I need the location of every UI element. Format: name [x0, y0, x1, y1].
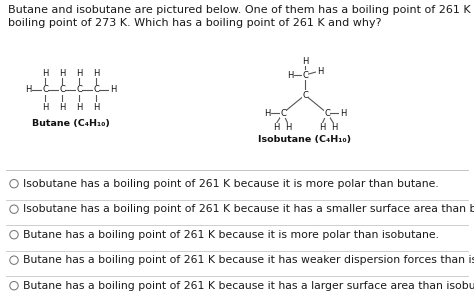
Text: C: C — [42, 85, 48, 94]
Text: H: H — [287, 70, 293, 80]
Text: Butane and isobutane are pictured below. One of them has a boiling point of 261 : Butane and isobutane are pictured below.… — [8, 5, 474, 15]
Text: H: H — [319, 124, 325, 133]
Text: Butane has a boiling point of 261 K because it has a larger surface area than is: Butane has a boiling point of 261 K beca… — [23, 281, 474, 291]
Text: C: C — [280, 109, 286, 118]
Text: C: C — [93, 85, 99, 94]
Text: H: H — [302, 56, 308, 65]
Text: H: H — [340, 109, 346, 118]
Text: C: C — [302, 70, 308, 80]
Text: Butane has a boiling point of 261 K because it has weaker dispersion forces than: Butane has a boiling point of 261 K beca… — [23, 255, 474, 265]
Text: Isobutane has a boiling point of 261 K because it is more polar than butane.: Isobutane has a boiling point of 261 K b… — [23, 179, 439, 189]
Text: Butane has a boiling point of 261 K because it is more polar than isobutane.: Butane has a boiling point of 261 K beca… — [23, 230, 439, 240]
Text: Isobutane (C₄H₁₀): Isobutane (C₄H₁₀) — [258, 135, 352, 144]
Text: H: H — [93, 68, 99, 77]
Text: H: H — [76, 68, 82, 77]
Text: H: H — [42, 68, 48, 77]
Text: H: H — [110, 85, 116, 94]
Text: H: H — [42, 103, 48, 112]
Text: H: H — [273, 124, 279, 133]
Text: H: H — [59, 68, 65, 77]
Text: H: H — [76, 103, 82, 112]
Text: C: C — [59, 85, 65, 94]
Text: boiling point of 273 K. Which has a boiling point of 261 K and why?: boiling point of 273 K. Which has a boil… — [8, 18, 382, 28]
Text: H: H — [264, 109, 270, 118]
Text: H: H — [93, 103, 99, 112]
Text: H: H — [317, 67, 323, 76]
Text: Butane (C₄H₁₀): Butane (C₄H₁₀) — [32, 119, 109, 128]
Text: C: C — [302, 91, 308, 100]
Text: H: H — [285, 124, 291, 133]
Text: H: H — [25, 85, 31, 94]
Text: C: C — [76, 85, 82, 94]
Text: H: H — [59, 103, 65, 112]
Text: Isobutane has a boiling point of 261 K because it has a smaller surface area tha: Isobutane has a boiling point of 261 K b… — [23, 204, 474, 214]
Text: C: C — [324, 109, 330, 118]
Text: H: H — [331, 124, 337, 133]
